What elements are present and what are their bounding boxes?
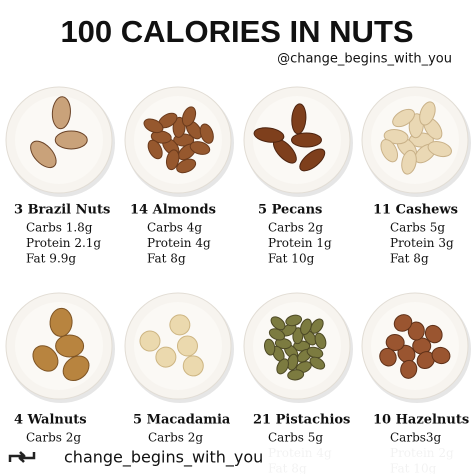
nut (431, 346, 451, 365)
nut (400, 359, 418, 379)
nut (169, 314, 191, 336)
nut (385, 333, 405, 352)
item-detail: Protein 4g (147, 236, 211, 250)
nut (147, 139, 163, 160)
nut (393, 314, 413, 332)
item-detail: Fat 8g (147, 252, 186, 266)
nut (263, 338, 276, 356)
nut (270, 316, 286, 331)
item-detail: Carbs 5g (390, 221, 445, 235)
item-detail: Carbs3g (390, 431, 442, 445)
repost-icon (8, 451, 36, 463)
nut (176, 158, 197, 174)
repost-bar (0, 444, 474, 474)
nut (314, 332, 327, 350)
item-name: 10 Hazelnuts (373, 413, 469, 428)
nut (181, 106, 197, 127)
nut (290, 132, 322, 148)
nut (380, 138, 399, 163)
nut (55, 334, 85, 358)
bowls (5, 86, 471, 403)
nut (182, 355, 204, 377)
nut (172, 116, 186, 138)
item-detail: Carbs 2g (268, 221, 323, 235)
nut (51, 96, 71, 130)
nut (401, 149, 417, 175)
item-name: 11 Cashews (373, 203, 458, 218)
nut (310, 318, 324, 334)
item-detail: Carbs 4g (147, 221, 202, 235)
nut (291, 103, 307, 135)
nut (199, 123, 214, 144)
item-detail: Protein 3g (390, 236, 454, 250)
item-detail: Fat 10g (268, 252, 315, 266)
nut (139, 330, 161, 352)
nut (379, 347, 397, 367)
nut (30, 140, 57, 169)
item-name: 3 Brazil Nuts (14, 203, 110, 218)
nut (54, 130, 88, 150)
item-detail: Fat 9.9g (26, 252, 76, 266)
item-detail: Fat 8g (390, 252, 429, 266)
title: 100 CALORIES IN NUTS (60, 14, 413, 49)
nut (427, 141, 452, 158)
item-name: 5 Macadamia (133, 413, 231, 428)
nut (424, 324, 443, 344)
handle: @change_begins_with_you (277, 52, 452, 67)
footer-handle: change_begins_with_you (64, 448, 263, 468)
nut (62, 355, 90, 382)
item-detail: Carbs 2g (26, 431, 81, 445)
nut (285, 314, 303, 327)
nut (276, 358, 289, 375)
nut (143, 118, 164, 134)
nut (155, 346, 177, 368)
nut (292, 327, 304, 345)
item-detail: Protein 2.1g (26, 236, 101, 250)
item-name: 5 Pecans (258, 203, 322, 218)
nut (383, 129, 409, 145)
item-detail: Protein 1g (268, 236, 332, 250)
nut (299, 148, 326, 172)
nut (309, 356, 326, 370)
nut (419, 101, 436, 126)
item-detail: Carbs 1.8g (26, 221, 93, 235)
nut (165, 149, 180, 171)
nut (189, 141, 211, 155)
item-detail: Carbs 2g (148, 431, 203, 445)
nut (392, 108, 415, 128)
nut (32, 345, 59, 372)
nut (407, 321, 425, 341)
item-detail: Carbs 5g (268, 431, 323, 445)
item-name: 21 Pistachios (253, 413, 350, 428)
nut (253, 127, 285, 143)
nut (49, 307, 73, 337)
item-name: 4 Walnuts (14, 413, 87, 428)
item-name: 14 Almonds (130, 203, 216, 218)
nut (176, 335, 198, 357)
nut (287, 369, 305, 381)
